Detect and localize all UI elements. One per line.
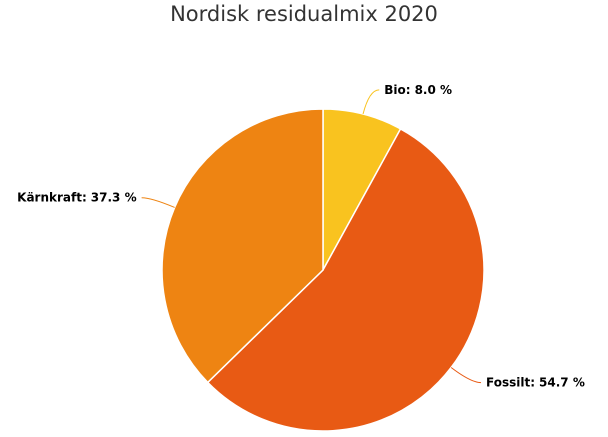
label-separator: : [406, 82, 411, 96]
value-label: 37.3 % [91, 190, 137, 204]
value-label: 54.7 % [539, 375, 585, 389]
value-label: 8.0 % [415, 82, 452, 96]
category-name: Bio [384, 82, 406, 96]
data-label: Fossilt: 54.7 % [486, 375, 585, 389]
connector [362, 89, 380, 115]
chart-title: Nordisk residualmix 2020 [170, 2, 438, 26]
pie-slice [206, 127, 485, 432]
category-name: Fossilt [486, 375, 530, 389]
data-label: Kärnkraft: 37.3 % [17, 190, 136, 204]
category-name: Kärnkraft [17, 190, 82, 204]
data-label: Bio: 8.0 % [384, 82, 452, 96]
connector [450, 367, 482, 384]
connector [141, 197, 175, 208]
label-separator: : [82, 190, 87, 204]
label-separator: : [530, 375, 535, 389]
